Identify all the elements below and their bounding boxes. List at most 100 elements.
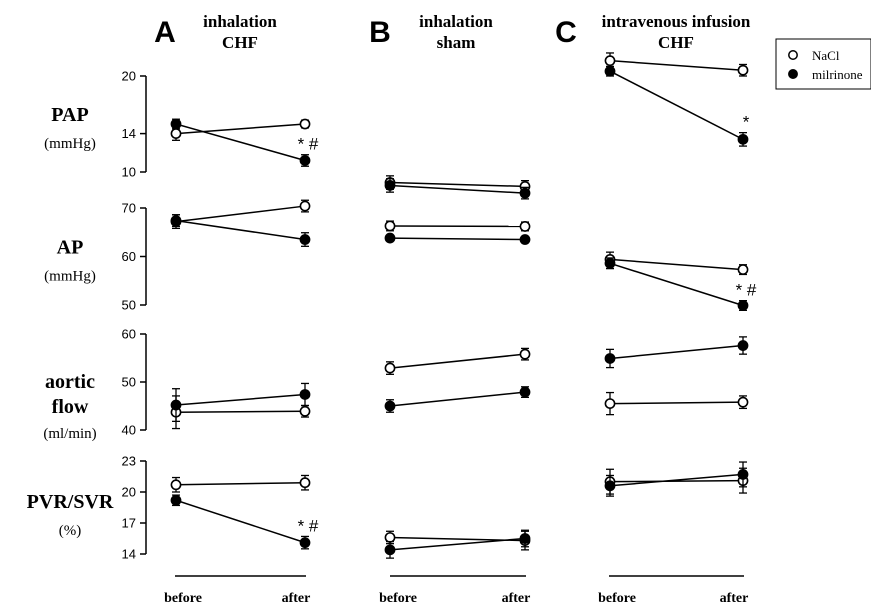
row-unit: (mmHg) [44, 269, 96, 285]
row-unit: (%) [59, 523, 82, 539]
series-line-nacl-c-pap [609, 59, 744, 71]
data-point-nacl [384, 220, 396, 232]
data-point-nacl [384, 532, 396, 543]
data-point-nacl [299, 118, 311, 130]
y-tick-label: 60 [122, 327, 136, 342]
y-tick-label: 70 [122, 201, 136, 216]
series-line-milrinone-c-ap [609, 262, 744, 307]
series-line-milrinone-c-pvrsvr [609, 473, 744, 487]
data-point-nacl [299, 200, 311, 212]
significance-marker: * # [736, 281, 757, 300]
data-point-milrinone [604, 65, 616, 77]
data-point-nacl [737, 264, 749, 275]
series-line-nacl-b-pap [389, 181, 526, 188]
panel-letter-b: B [369, 16, 391, 49]
data-point-nacl [604, 398, 616, 409]
data-point-milrinone [519, 187, 531, 199]
data-point-milrinone [737, 133, 749, 145]
series-line-milrinone-a-pap [175, 123, 306, 162]
y-tick-label: 23 [122, 454, 136, 469]
significance-marker: * # [298, 135, 319, 154]
data-point-nacl [519, 348, 531, 360]
series-line-nacl-a-pvrsvr [175, 481, 306, 486]
x-label-before: before [164, 591, 202, 605]
data-point-milrinone [604, 257, 616, 269]
data-point-nacl [737, 396, 749, 408]
series-line-milrinone-a-aorticflow [175, 393, 306, 406]
y-tick-label: 20 [122, 69, 136, 84]
series-line-nacl-a-aorticflow [175, 410, 306, 413]
row-unit: (ml/min) [43, 426, 96, 442]
data-point-milrinone [384, 180, 396, 191]
legend-label-milrinone: milrinone [812, 67, 863, 82]
series-line-milrinone-b-pap [389, 184, 526, 194]
data-point-milrinone [299, 537, 311, 549]
y-tick-label: 60 [122, 249, 136, 264]
data-point-nacl [299, 477, 311, 489]
x-label-after: after [282, 591, 311, 605]
data-point-milrinone [299, 155, 311, 166]
legend-marker-milrinone [788, 69, 798, 79]
data-point-milrinone [519, 386, 531, 398]
series-line-nacl-a-pap [175, 123, 306, 135]
legend-marker-nacl [788, 50, 798, 60]
data-point-milrinone [170, 215, 182, 227]
data-point-milrinone [384, 400, 396, 412]
data-point-nacl [604, 55, 616, 67]
series-line-nacl-c-ap [609, 258, 744, 271]
data-point-milrinone [384, 232, 396, 244]
series-line-milrinone-c-aorticflow [609, 344, 744, 360]
panel-title-a: CHF [222, 33, 258, 52]
y-tick-label: 14 [122, 126, 136, 141]
x-label-after: after [720, 591, 749, 605]
series-line-nacl-c-pvrsvr [609, 479, 744, 483]
data-point-milrinone [299, 389, 311, 400]
data-point-milrinone [170, 399, 182, 411]
legend-label-nacl: NaCl [812, 48, 840, 63]
data-point-milrinone [737, 469, 749, 480]
series-line-nacl-b-aorticflow [389, 353, 526, 369]
y-tick-label: 14 [122, 547, 136, 562]
data-point-milrinone [384, 544, 396, 556]
legend-box [775, 38, 871, 90]
row-label: flow [52, 396, 89, 418]
series-line-nacl-a-ap [175, 205, 306, 223]
series-line-milrinone-b-pvrsvr [389, 537, 526, 551]
significance-marker: * [743, 113, 750, 132]
significance-marker: * # [298, 516, 319, 535]
data-point-milrinone [299, 234, 311, 245]
data-point-nacl [170, 128, 182, 139]
row-label: aortic [45, 371, 95, 393]
series-line-milrinone-c-pap [609, 70, 744, 141]
row-label: AP [57, 237, 84, 259]
data-point-nacl [737, 64, 749, 76]
data-point-milrinone [170, 118, 182, 130]
row-label: PAP [51, 104, 88, 126]
row-unit: (mmHg) [44, 136, 96, 152]
data-point-milrinone [604, 353, 616, 364]
series-line-milrinone-a-pvrsvr [175, 499, 306, 544]
y-tick-label: 10 [122, 165, 136, 180]
series-line-milrinone-a-ap [175, 219, 306, 241]
series-line-nacl-c-aorticflow [609, 401, 744, 405]
data-point-milrinone [737, 300, 749, 311]
data-point-nacl [170, 479, 182, 491]
data-point-milrinone [519, 533, 531, 544]
data-point-nacl [519, 221, 531, 232]
row-label: PVR/SVR [27, 491, 114, 513]
panel-title-c: intravenous infusion [602, 12, 751, 31]
data-point-nacl [384, 362, 396, 374]
panel-letter-c: C [555, 16, 577, 49]
panel-title-c: CHF [658, 33, 694, 52]
x-label-after: after [502, 591, 531, 605]
panel-title-a: inhalation [203, 12, 277, 31]
x-label-before: before [379, 591, 417, 605]
y-tick-label: 17 [122, 516, 136, 531]
data-point-nacl [299, 405, 311, 417]
y-tick-label: 20 [122, 485, 136, 500]
x-label-before: before [598, 591, 636, 605]
panel-title-b: sham [437, 33, 476, 52]
panel-title-b: inhalation [419, 12, 493, 31]
panel-letter-a: A [154, 16, 176, 49]
